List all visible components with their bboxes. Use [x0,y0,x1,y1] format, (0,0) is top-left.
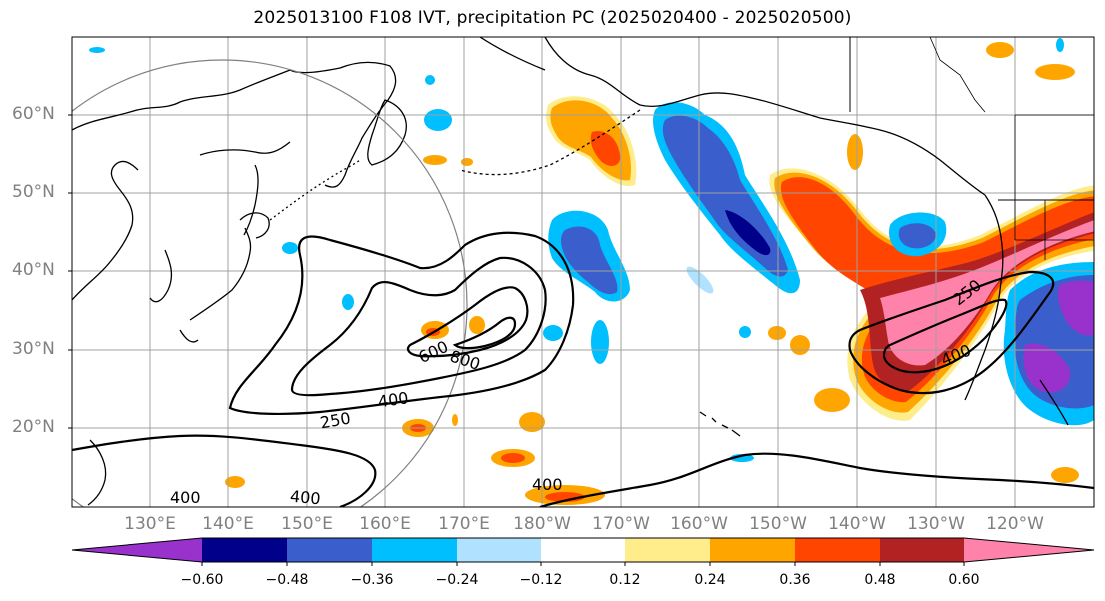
gulf-alaska-band-pink [880,220,1094,366]
japan-hokkaido [239,212,270,239]
neg-california-purple [1023,343,1071,393]
ivt-800-west [452,316,517,350]
map-frame [71,36,1095,508]
contour-label-400d: 400 [532,475,563,494]
korea [149,249,173,303]
lon-label-140e: 140°E [202,514,254,534]
us-west-coast [964,289,1001,401]
precip-negative-shading [89,38,1094,462]
hawaii [699,411,741,437]
north-alaska [479,37,546,71]
philippines [87,439,107,506]
lon-label-140w: 140°W [828,514,886,534]
sakhalin [243,164,259,236]
lon-label-180w: 180°W [513,514,571,534]
lon-label-160w: 160°W [670,514,728,534]
lat-label-40n: 40°N [12,260,55,280]
colorbar-tick-label: −0.48 [265,572,309,588]
contour-label-400c: 400 [289,487,321,509]
map-area: 600 800 250 400 400 400 400 250 400 [72,37,1094,509]
ivt-600-west [406,286,529,358]
ivt-250-ne [848,270,1055,395]
japan-honshu [189,227,252,321]
lat-label-30n: 30°N [12,339,55,359]
colorbar [71,537,1095,566]
japan-kyushu [179,329,199,343]
neg-band-navy [725,210,771,256]
baja [1039,379,1069,426]
contour-labels: 600 800 250 400 400 400 400 250 400 [170,276,985,509]
coastlines [72,37,1094,506]
ivt-400-west [290,256,547,397]
neg-mid-pacific-core [561,226,618,295]
china-coast [72,160,139,301]
ivt-400-south [72,434,377,507]
domain-circle [72,59,468,507]
lon-label-120w: 120°W [986,514,1044,534]
okhotsk-coast [199,141,291,156]
aleutian-red-core [590,131,621,166]
lat-label-20n: 20°N [12,417,55,437]
lon-label-150e: 150°E [281,514,333,534]
ivt-contours [72,231,1094,507]
ivt-250-west [228,231,575,416]
colorbar-tick-label: 0.36 [779,572,811,588]
colorbar-tick-label: 0.12 [609,572,641,588]
graticule [72,37,1094,507]
lat-label-50n: 50°N [12,182,55,202]
lon-label-150w: 150°W [749,514,807,534]
kurils [269,159,361,221]
kamchatka [367,99,407,166]
russia-coast [72,61,397,188]
contour-label-400b: 400 [170,488,201,507]
lon-label-170w: 170°W [592,514,650,534]
colorbar-tick-label: −0.36 [350,572,394,588]
colorbar-tick-label: −0.24 [435,572,479,588]
lon-label-130e: 130°E [124,514,176,534]
lon-label-160e: 160°E [359,514,411,534]
ivt-400-east [539,452,1094,507]
neg-california-purple2 [1057,280,1094,336]
lon-label-130w: 130°W [907,514,965,534]
lat-label-60n: 60°N [12,104,55,124]
colorbar-tick-label: −0.12 [519,572,563,588]
bc-coast [984,194,1004,291]
precip-positive-shading [225,42,1094,505]
contour-label-400: 400 [377,388,410,411]
map-title: 2025013100 F108 IVT, precipitation PC (2… [253,8,852,28]
axis-ticks [68,114,72,429]
ivt-400-ne [882,298,1008,374]
colorbar-tick-label: 0.24 [694,572,726,588]
neg-gulf-core [898,223,936,249]
colorbar-tick-label: 0.48 [864,572,896,588]
colorbar-extend-low [72,538,202,562]
colorbar-extend-high [964,538,1094,562]
colorbar-tick-label: 0.60 [948,572,980,588]
colorbar-tick-label: −0.60 [180,572,224,588]
alaska-coast [544,37,986,196]
lon-label-170e: 170°E [438,514,490,534]
canada-provinces [929,37,986,113]
aleutian-chain [459,109,641,176]
